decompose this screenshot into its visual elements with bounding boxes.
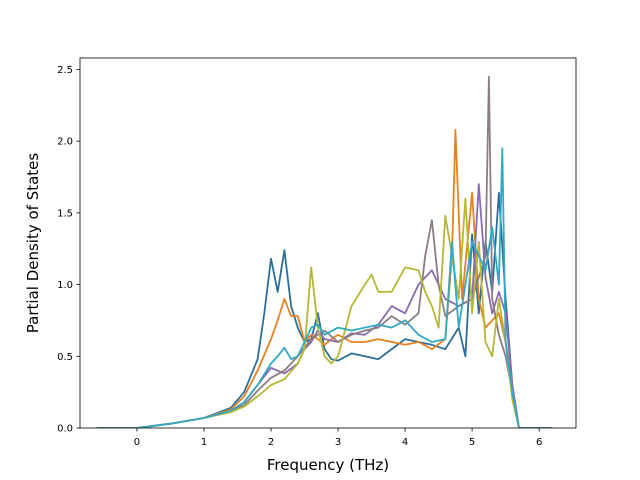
x-tick-label: 1 — [201, 437, 207, 448]
x-axis-ticks: 0 1 2 3 4 5 6 — [134, 428, 542, 448]
series-line-4 — [96, 75, 553, 428]
x-tick-label: 5 — [469, 437, 475, 448]
series-line-5 — [96, 197, 553, 428]
x-tick-label: 2 — [268, 437, 274, 448]
plot-frame — [79, 57, 577, 429]
x-tick-label: 6 — [536, 437, 542, 448]
y-tick-label: 1.0 — [57, 280, 73, 291]
x-tick-label: 4 — [402, 437, 408, 448]
x-tick-label: 0 — [134, 437, 140, 448]
y-tick-label: 2.5 — [57, 65, 73, 76]
y-tick-label: 0.5 — [57, 352, 73, 363]
series-line-6 — [96, 147, 553, 428]
y-tick-label: 0.0 — [57, 424, 73, 435]
y-tick-label: 2.0 — [57, 137, 73, 148]
series-lines — [96, 75, 553, 428]
y-axis-ticks: 0.0 0.5 1.0 1.5 2.0 2.5 — [57, 65, 80, 435]
y-axis-label: Partial Density of States — [24, 153, 42, 334]
x-axis-label: Frequency (THz) — [267, 456, 389, 474]
y-tick-label: 1.5 — [57, 208, 73, 219]
x-tick-label: 3 — [335, 437, 341, 448]
